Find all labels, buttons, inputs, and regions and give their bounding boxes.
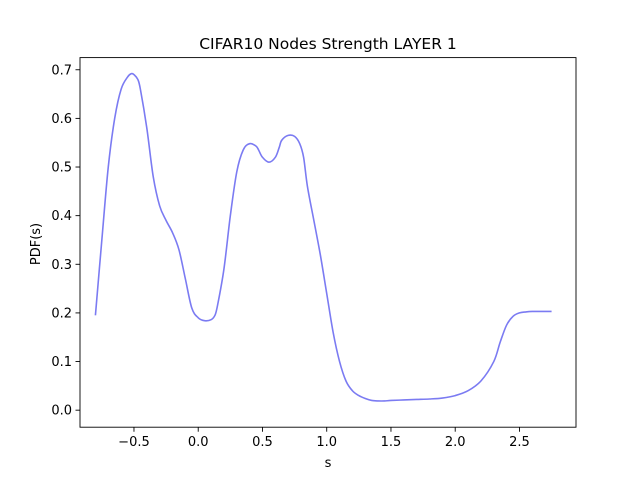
y-tick-label: 0.6 [51, 112, 72, 127]
y-axis: 0.0 0.1 0.2 0.3 0.4 0.5 0.6 0.7 [51, 63, 80, 419]
y-tick-label: 0.2 [51, 306, 72, 321]
plot-area [94, 72, 552, 402]
chart-title: CIFAR10 Nodes Strength LAYER 1 [199, 35, 457, 53]
y-tick-label: 0.0 [51, 404, 72, 419]
y-tick-label: 0.7 [51, 63, 72, 78]
y-tick-label: 0.1 [51, 355, 72, 370]
pdf-series-line-0 [94, 72, 552, 402]
x-tick-label: −0.5 [118, 435, 150, 450]
y-tick-label: 0.5 [51, 161, 72, 176]
x-axis-label: s [325, 456, 332, 471]
x-tick-label: 2.0 [445, 435, 466, 450]
x-tick-label: 0.5 [252, 435, 273, 450]
x-tick-label: 2.5 [509, 435, 530, 450]
y-tick-label: 0.3 [51, 258, 72, 273]
plot-frame [79, 57, 577, 428]
x-tick-label: 1.0 [316, 435, 337, 450]
x-tick-label: 0.0 [188, 435, 209, 450]
x-tick-label: 1.5 [381, 435, 402, 450]
x-axis: −0.5 0.0 0.5 1.0 1.5 2.0 2.5 [118, 427, 530, 450]
y-tick-label: 0.4 [51, 209, 72, 224]
y-axis-label: PDF(s) [29, 223, 44, 265]
